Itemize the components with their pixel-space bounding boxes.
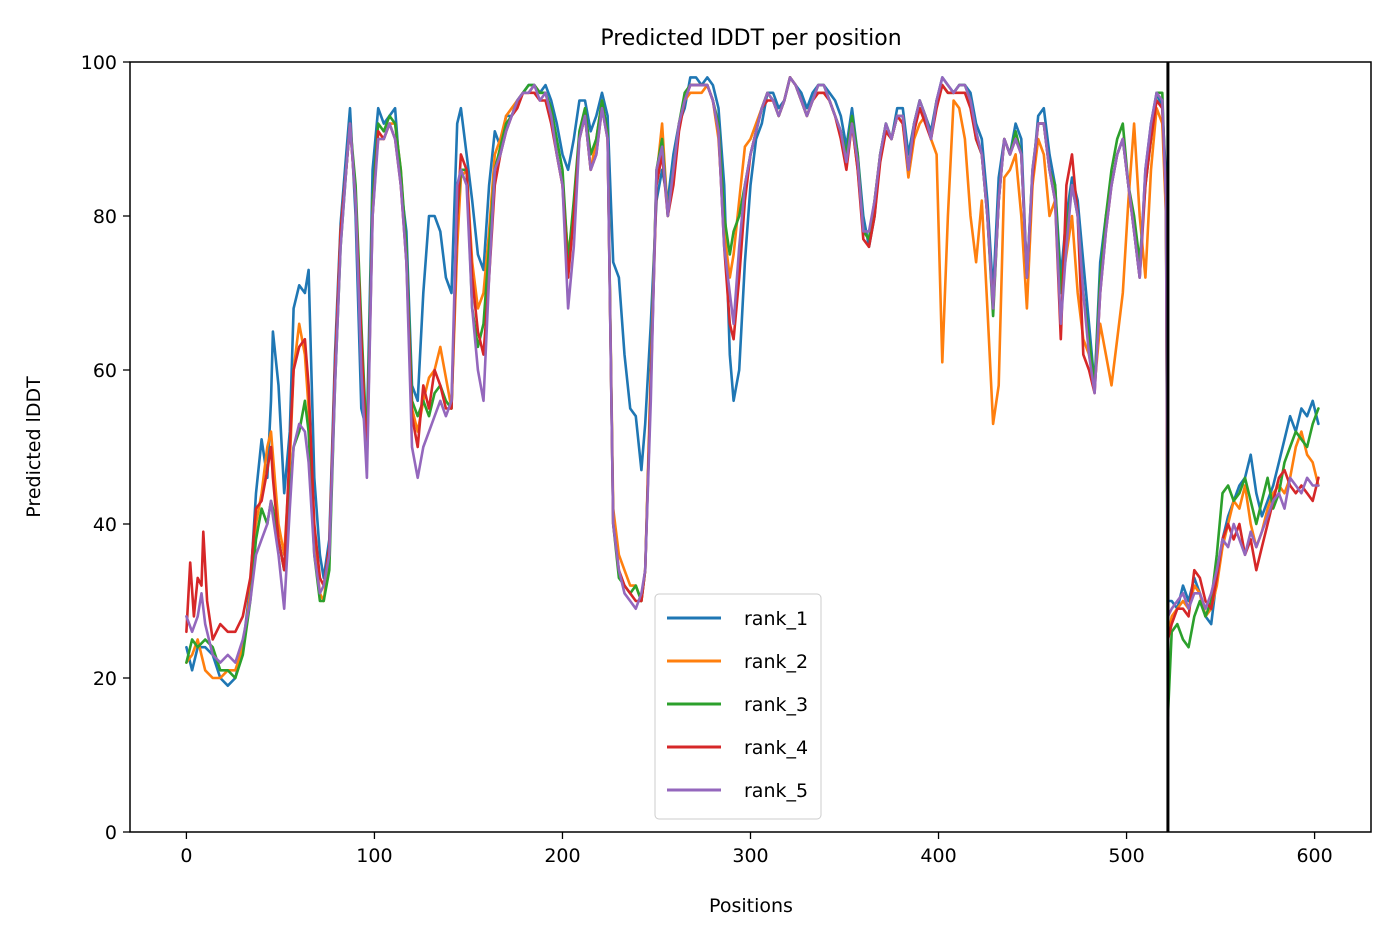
legend-label-rank-3: rank_3 [744, 694, 808, 716]
chart-title: Predicted lDDT per position [600, 26, 901, 51]
x-axis: 0 100 200 300 400 500 600 [180, 832, 1333, 867]
legend-label-rank-2: rank_2 [744, 651, 808, 673]
x-tick-label: 500 [1108, 845, 1144, 867]
x-tick-label: 300 [732, 845, 768, 867]
y-axis-label: Predicted lDDT [23, 376, 45, 518]
legend: rank_1 rank_2 rank_3 rank_4 rank_5 [654, 593, 822, 820]
y-tick-label: 0 [105, 822, 117, 844]
legend-label-rank-4: rank_4 [744, 737, 808, 759]
legend-box [654, 593, 822, 820]
x-tick-label: 100 [356, 845, 392, 867]
x-axis-label: Positions [709, 895, 793, 917]
legend-label-rank-5: rank_5 [744, 780, 808, 802]
y-tick-label: 40 [93, 514, 117, 536]
series-line-rank-5 [185, 76, 1320, 664]
x-tick-label: 600 [1296, 845, 1332, 867]
y-tick-label: 100 [81, 52, 117, 74]
series-layer [185, 76, 1320, 718]
legend-label-rank-1: rank_1 [744, 608, 808, 630]
x-tick-label: 400 [920, 845, 956, 867]
y-tick-label: 80 [93, 206, 117, 228]
x-tick-label: 200 [544, 845, 580, 867]
y-tick-label: 60 [93, 360, 117, 382]
x-tick-label: 0 [180, 845, 192, 867]
y-tick-label: 20 [93, 668, 117, 690]
y-axis: 0 20 40 60 80 100 [81, 52, 130, 844]
